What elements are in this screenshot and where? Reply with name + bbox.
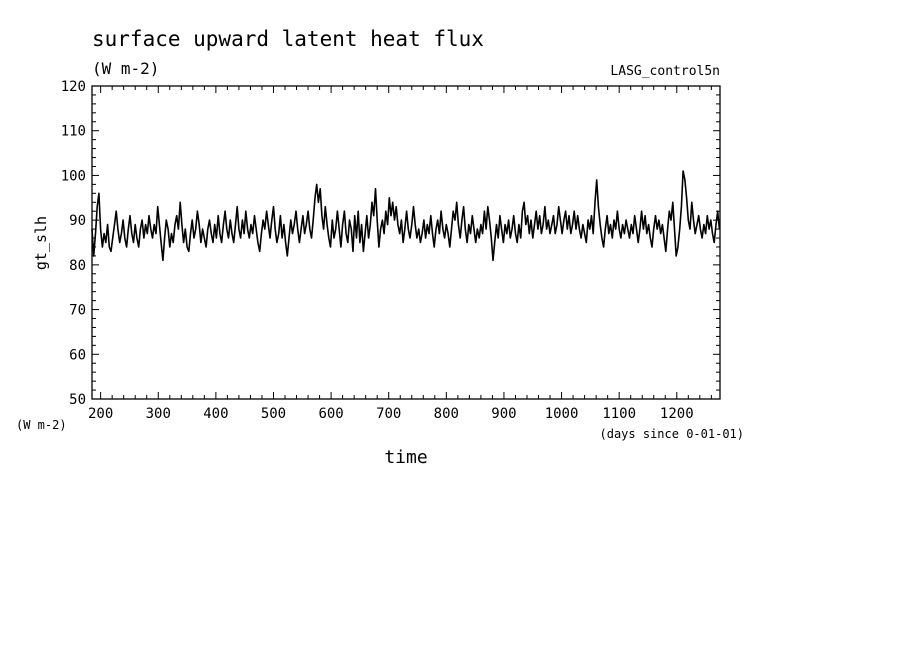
- x-tick-label: 200: [88, 406, 113, 422]
- x-axis-units: (days since 0-01-01): [600, 427, 745, 441]
- plot-frame: [91, 85, 721, 400]
- y-tick-label: 70: [69, 303, 86, 319]
- y-tick-label: 90: [69, 213, 86, 229]
- y-axis-units: (W m-2): [16, 418, 67, 432]
- plot-area: [91, 85, 721, 400]
- y-tick-label: 60: [69, 347, 86, 363]
- x-tick-label: 500: [261, 406, 286, 422]
- x-tick-label: 800: [434, 406, 459, 422]
- run-label: LASG_control5n: [610, 64, 720, 79]
- x-tick-label: 1000: [545, 406, 579, 422]
- chart-units: (W m-2): [92, 59, 159, 78]
- x-tick-label: 900: [491, 406, 516, 422]
- y-axis: 50 60 70 80 90 100 110 120: [61, 79, 720, 408]
- y-tick-label: 120: [61, 79, 86, 95]
- y-axis-label: gt_slh: [32, 216, 50, 270]
- y-tick-label: 80: [69, 258, 86, 274]
- y-tick-label: 100: [61, 168, 86, 184]
- x-tick-label: 600: [318, 406, 343, 422]
- series-line: [91, 170, 721, 262]
- x-axis: 200 300 400 500 600 700 800 900 1000 1100 1200: [88, 86, 712, 422]
- x-tick-label: 700: [376, 406, 401, 422]
- y-tick-label: 110: [61, 124, 86, 140]
- x-axis-label: time: [384, 447, 427, 468]
- chart-title: surface upward latent heat flux: [92, 27, 484, 51]
- series: [91, 170, 721, 262]
- x-tick-label: 300: [146, 406, 171, 422]
- x-tick-label: 400: [203, 406, 228, 422]
- y-tick-label: 50: [69, 392, 86, 408]
- x-tick-label: 1100: [602, 406, 636, 422]
- x-tick-label: 1200: [660, 406, 694, 422]
